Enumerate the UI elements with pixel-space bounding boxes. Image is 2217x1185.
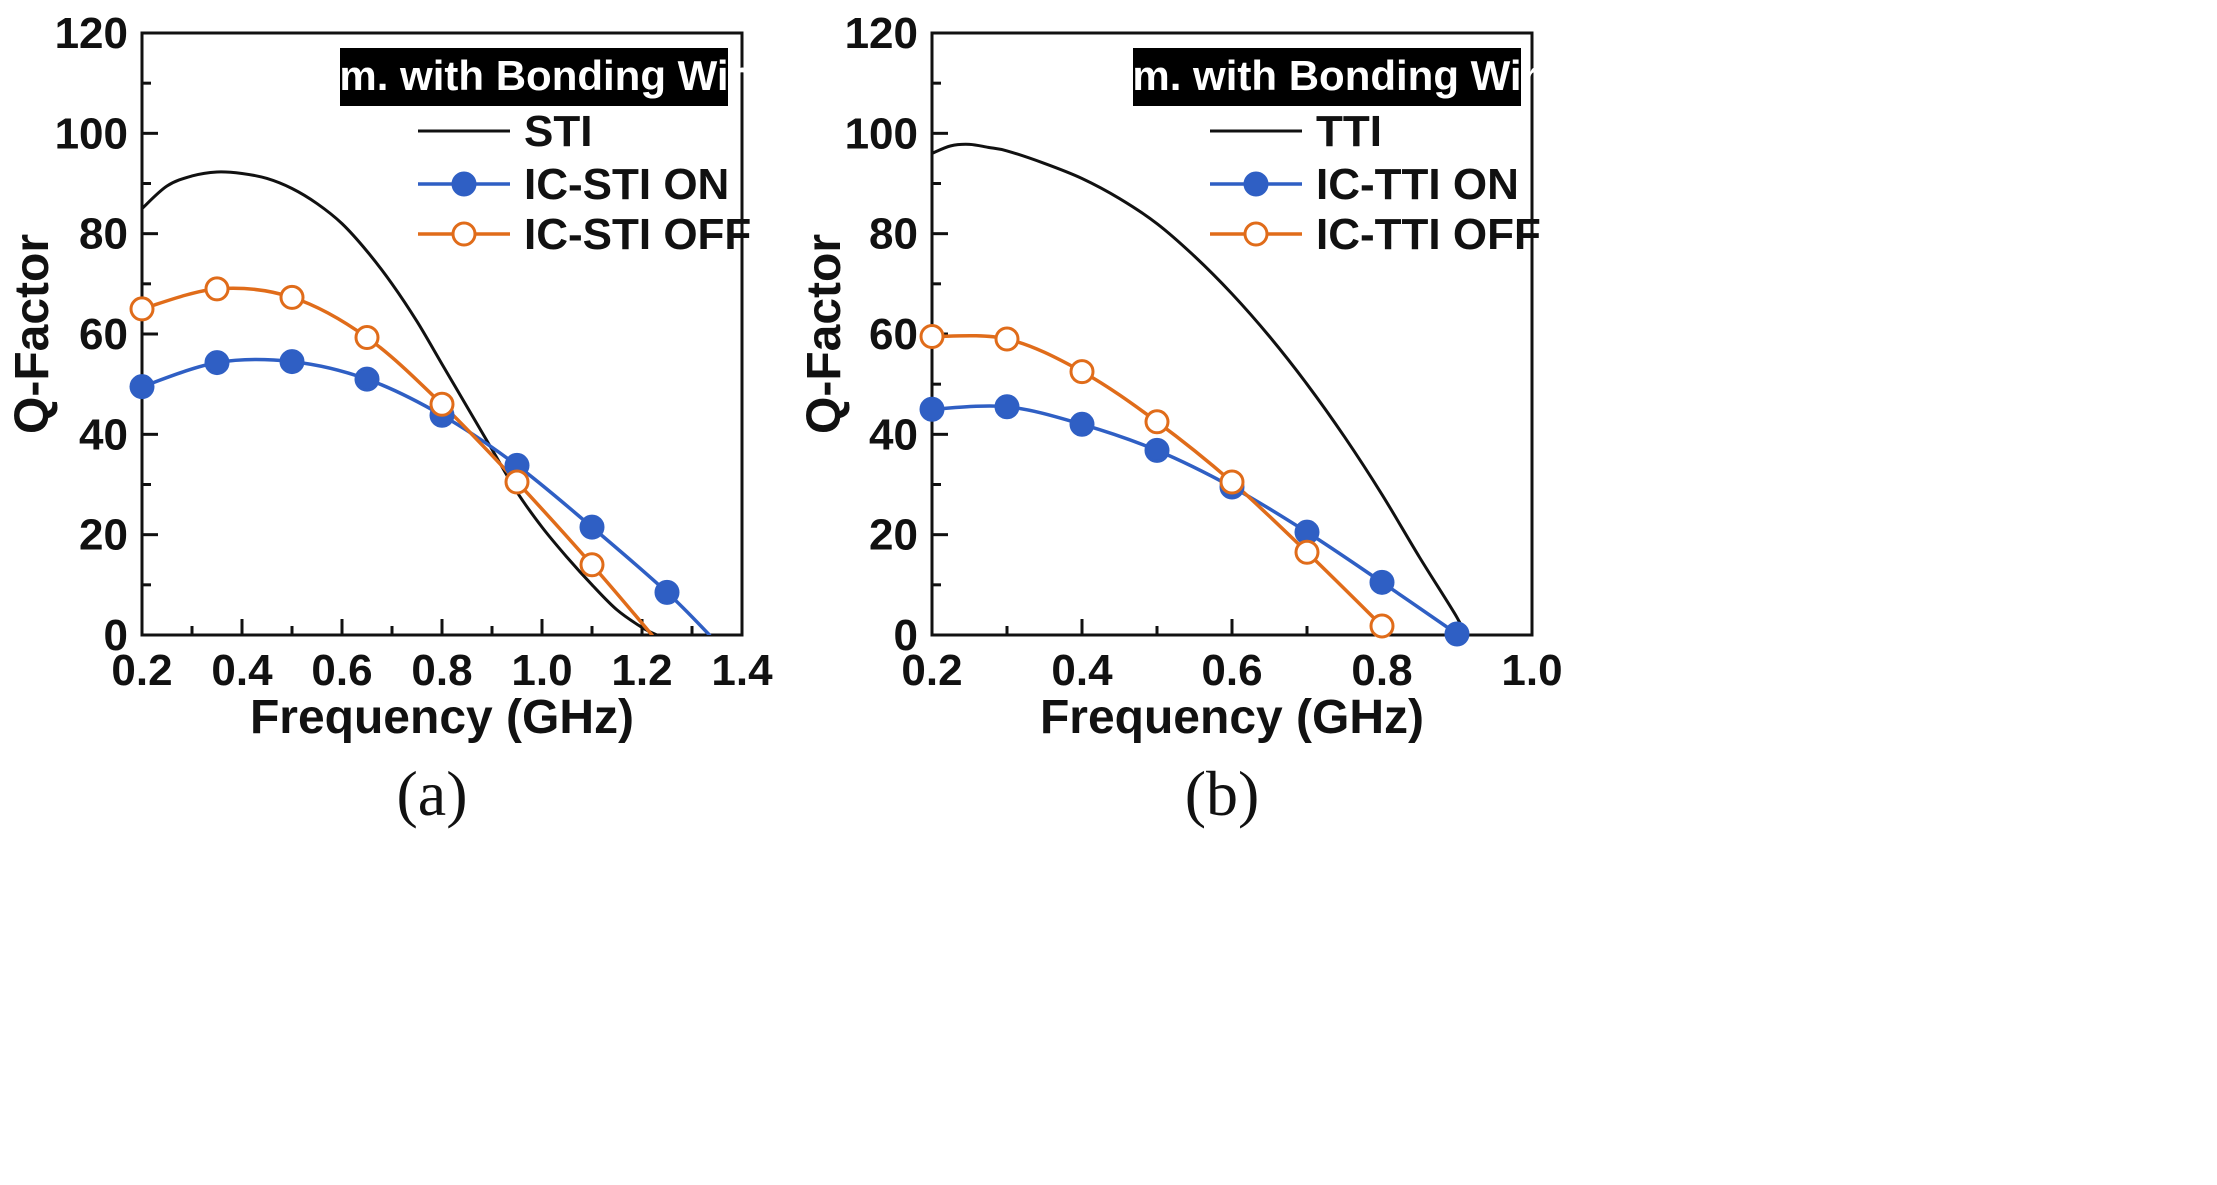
data-point — [1369, 613, 1395, 639]
y-axis-title: Q-Factor — [6, 234, 59, 434]
x-tick-label: 0.8 — [411, 646, 472, 695]
y-tick-label: 40 — [869, 410, 918, 459]
panel-label: (b) — [1185, 758, 1260, 829]
data-point — [1369, 569, 1395, 595]
data-point — [919, 324, 945, 350]
x-tick-label: 0.2 — [901, 646, 962, 695]
data-point — [994, 394, 1020, 420]
y-tick-label: 120 — [55, 9, 128, 58]
y-tick-label: 20 — [79, 511, 128, 560]
y-tick-label: 0 — [894, 611, 918, 660]
data-point — [429, 391, 455, 417]
y-tick-label: 60 — [79, 310, 128, 359]
data-point — [279, 284, 305, 310]
data-point — [504, 469, 530, 495]
data-point — [204, 276, 230, 302]
legend-title-text: Sim. with Bonding Wire — [300, 52, 769, 99]
y-tick-label: 20 — [869, 511, 918, 560]
y-tick-label: 40 — [79, 410, 128, 459]
legend-title-box — [340, 48, 728, 106]
y-tick-label: 80 — [869, 210, 918, 259]
chart-panel-a: 0 20 40 60 80 100 120 0.2 0.4 0.6 0.8 1.0 1.2 1.4 Freq… — [6, 9, 773, 829]
x-tick-label: 0.4 — [1051, 646, 1113, 695]
data-point — [1444, 621, 1470, 647]
data-point — [279, 349, 305, 375]
data-point — [204, 350, 230, 376]
series-markers-ic-tti-off — [919, 324, 1395, 639]
y-tick-label: 100 — [55, 109, 128, 158]
legend-marker — [451, 171, 477, 197]
data-point — [1069, 411, 1095, 437]
x-tick-label: 0.8 — [1351, 646, 1412, 695]
panel-label: (a) — [396, 758, 467, 829]
legend-label: IC-TTI ON — [1316, 160, 1519, 209]
data-point — [129, 296, 155, 322]
chart-panel-b: 0 20 40 60 80 100 120 0.2 0.4 0.6 0.8 1.0 Frequency … — [798, 9, 1563, 829]
legend-label: TTI — [1316, 107, 1382, 156]
data-point — [354, 325, 380, 351]
series-line-tti — [932, 142, 1466, 635]
x-tick-label: 0.6 — [311, 646, 372, 695]
legend-marker — [1243, 221, 1269, 247]
legend-label: STI — [524, 107, 592, 156]
data-point — [1144, 409, 1170, 435]
x-tick-label: 0.6 — [1201, 646, 1262, 695]
series-markers-ic-sti-off — [129, 276, 605, 578]
legend-label: IC-STI ON — [524, 160, 729, 209]
y-tick-label: 60 — [869, 310, 918, 359]
y-tick-label: 120 — [845, 9, 918, 58]
legend-title-text: Sim. with Bonding Wire — [1093, 52, 1562, 99]
y-tick-label: 100 — [845, 109, 918, 158]
x-tick-label: 1.0 — [1501, 646, 1562, 695]
x-axis-title: Frequency (GHz) — [1040, 691, 1424, 744]
y-tick-label: 80 — [79, 210, 128, 259]
data-point — [354, 366, 380, 392]
x-tick-label: 1.0 — [511, 646, 572, 695]
x-tick-label: 1.4 — [711, 646, 773, 695]
x-tick-label: 1.2 — [611, 646, 672, 695]
x-axis-title: Frequency (GHz) — [250, 691, 634, 744]
legend-label: IC-TTI OFF — [1316, 210, 1541, 259]
data-point — [919, 396, 945, 422]
x-tick-label: 0.2 — [111, 646, 172, 695]
data-point — [1219, 469, 1245, 495]
y-axis-title: Q-Factor — [798, 234, 851, 434]
legend-label: IC-STI OFF — [524, 210, 751, 259]
data-point — [579, 552, 605, 578]
data-point — [579, 514, 605, 540]
data-point — [129, 374, 155, 400]
data-point — [1069, 359, 1095, 385]
x-tick-label: 0.4 — [211, 646, 273, 695]
data-point — [654, 579, 680, 605]
data-point — [1294, 539, 1320, 565]
data-point — [994, 326, 1020, 352]
legend-title-box — [1133, 48, 1521, 106]
legend-marker — [1243, 171, 1269, 197]
data-point — [1144, 437, 1170, 463]
y-tick-label: 0 — [104, 611, 128, 660]
legend-marker — [451, 221, 477, 247]
series-line-sti — [142, 170, 659, 635]
